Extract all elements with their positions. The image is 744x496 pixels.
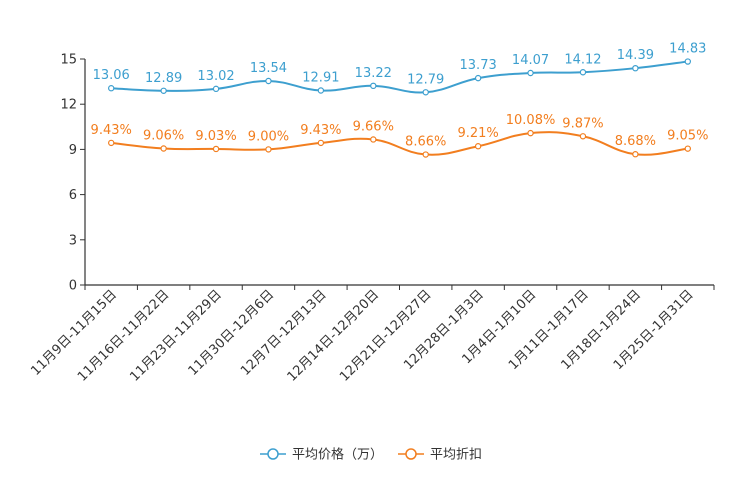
data-point — [632, 64, 639, 72]
legend-marker — [405, 448, 417, 460]
data-label: 9.43% — [91, 123, 132, 138]
y-tick-label: 0 — [69, 279, 77, 294]
data-label: 9.03% — [195, 129, 236, 144]
data-label: 9.66% — [353, 119, 394, 134]
data-label: 9.05% — [667, 129, 708, 144]
data-point — [108, 139, 115, 147]
data-point — [212, 145, 220, 153]
data-label: 9.00% — [248, 129, 289, 144]
data-point — [422, 89, 429, 96]
x-tick-label: 11月9日-11月15日 — [28, 287, 120, 379]
legend-label: 平均价格（万） — [292, 447, 383, 463]
data-label: 12.91 — [302, 70, 339, 85]
data-label: 12.89 — [145, 71, 182, 86]
data-label: 14.39 — [617, 48, 654, 63]
data-point — [579, 69, 587, 76]
y-tick-label: 9 — [69, 143, 77, 158]
data-point — [474, 74, 482, 82]
data-label: 13.22 — [355, 66, 392, 81]
x-tick-label: 11月16日-11月22日 — [75, 287, 172, 384]
data-point — [684, 58, 691, 65]
legend-label: 平均折扣 — [430, 448, 482, 463]
data-point — [265, 77, 272, 85]
data-point — [370, 136, 377, 143]
data-point — [160, 145, 167, 152]
data-point — [632, 151, 639, 158]
series-line-1 — [111, 60, 688, 94]
data-label: 9.06% — [143, 128, 184, 143]
data-label: 14.12 — [564, 52, 601, 67]
x-tick-label: 11月23日-11月29日 — [127, 287, 224, 384]
data-point — [422, 151, 429, 158]
y-tick-label: 3 — [69, 233, 77, 248]
data-point — [579, 133, 587, 140]
data-label: 8.68% — [615, 134, 656, 149]
x-tick-label: 12月21日-12月27日 — [337, 287, 434, 384]
series-line-2 — [111, 131, 688, 156]
data-label: 13.54 — [250, 61, 287, 76]
legend-marker — [267, 448, 279, 460]
data-point — [317, 139, 325, 147]
data-label: 14.07 — [512, 53, 549, 68]
y-tick-label: 12 — [60, 98, 77, 113]
data-label: 9.87% — [562, 116, 603, 131]
data-label: 12.79 — [407, 72, 444, 87]
data-label: 9.43% — [300, 123, 341, 138]
data-label: 8.66% — [405, 135, 446, 150]
data-label: 14.83 — [669, 42, 706, 57]
data-point — [527, 69, 534, 77]
data-point — [684, 145, 691, 152]
data-label: 13.06 — [93, 68, 130, 83]
data-label: 13.02 — [197, 69, 234, 84]
data-label: 10.08% — [506, 113, 556, 128]
x-tick-label: 12月14日-12月20日 — [285, 287, 382, 384]
data-point — [265, 146, 272, 153]
data-point — [370, 82, 377, 90]
y-tick-label: 15 — [60, 53, 77, 68]
data-label: 13.73 — [460, 58, 497, 73]
data-point — [527, 129, 534, 137]
y-tick-label: 6 — [69, 188, 77, 203]
data-label: 9.21% — [457, 126, 498, 141]
data-point — [108, 85, 115, 92]
data-point — [474, 143, 482, 150]
data-point — [212, 85, 220, 93]
data-point — [317, 87, 325, 94]
data-point — [160, 87, 167, 94]
